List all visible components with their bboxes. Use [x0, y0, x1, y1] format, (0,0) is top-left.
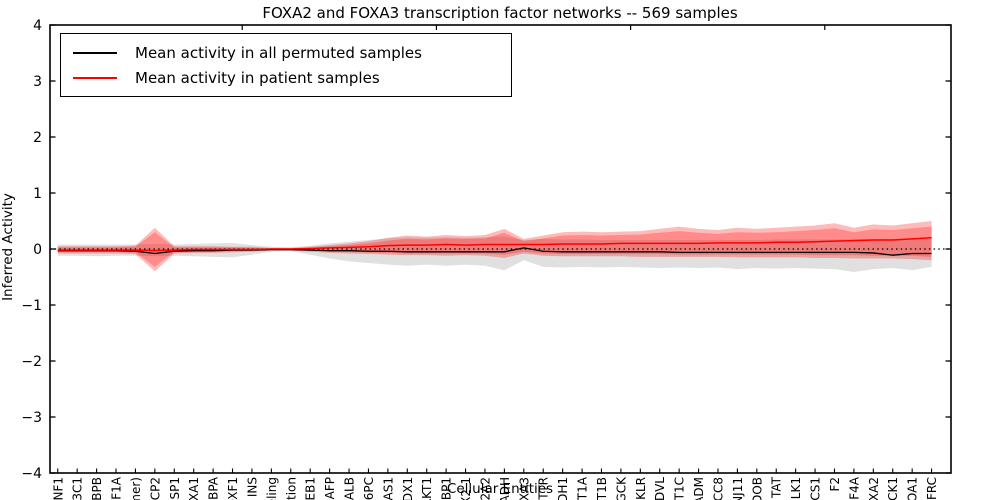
- x-tick-label: FOXA2: [867, 477, 881, 500]
- x-tick-label: HNF1A: [110, 476, 124, 500]
- y-tick-label: 1: [33, 186, 42, 202]
- band-patient-samples-inner-range: [57, 226, 932, 267]
- x-tick-label: PDX1: [401, 477, 415, 500]
- x-tick-label: PCK1: [886, 477, 900, 500]
- x-tick-label: CPT1B: [595, 477, 609, 500]
- x-tick-label: HADH: [498, 477, 512, 500]
- x-tick-label: NKX2-1: [459, 477, 473, 500]
- patient-mean-line: [57, 237, 932, 252]
- x-tick-label: CEBPB: [90, 477, 104, 500]
- y-tick-label: −3: [21, 410, 42, 426]
- x-tick-label: GCK: [614, 476, 628, 500]
- x-tick-label: ABCC8: [711, 477, 725, 500]
- x-tick-label: INS: [245, 477, 259, 497]
- x-tick-label: SP1: [168, 477, 182, 500]
- x-tick-label: ALAS1: [381, 477, 395, 500]
- legend-item-permuted: Mean activity in all permuted samples: [73, 44, 499, 62]
- x-tick-label: PKLR: [634, 477, 648, 500]
- x-axis-label: Cellular Entities: [446, 481, 554, 497]
- x-tick-label: response to starvation: [284, 477, 298, 500]
- x-tick-label: ACADM: [692, 477, 706, 500]
- x-tick-label: HMGCS1: [809, 477, 823, 500]
- x-tick-label: F2: [828, 477, 842, 492]
- y-tick-label: 2: [33, 130, 42, 146]
- y-tick-label: 3: [33, 74, 42, 90]
- legend: Mean activity in all permuted samples Me…: [60, 33, 512, 97]
- x-tick-label: FOXA1: [187, 477, 201, 500]
- legend-label-patient: Mean activity in patient samples: [135, 68, 380, 87]
- x-tick-label: AFP: [323, 477, 337, 499]
- legend-label-permuted: Mean activity in all permuted samples: [135, 43, 422, 62]
- x-tick-label: BDH1: [556, 477, 570, 500]
- band-permuted-samples-range: [57, 236, 932, 272]
- patient-line-swatch: [73, 76, 117, 79]
- legend-item-patient: Mean activity in patient samples: [73, 69, 499, 87]
- x-tick-label: NR3C1: [71, 477, 85, 500]
- x-tick-label: ACADVL: [653, 477, 667, 500]
- chart-title: FOXA2 and FOXA3 transcription factor net…: [262, 4, 738, 22]
- x-tick-label: AKT1: [420, 477, 434, 500]
- x-tick-label: FOXF1: [226, 477, 240, 500]
- x-tick-label: CEBPA: [207, 476, 221, 500]
- x-tick-label: FOXA3: [517, 477, 531, 500]
- x-tick-label: G6PC: [362, 477, 376, 500]
- x-tick-label: UCP2: [148, 477, 162, 500]
- x-tick-label: TTR: [537, 477, 551, 500]
- x-tick-label: TFRC: [925, 477, 939, 500]
- y-tick-label: 0: [33, 242, 42, 258]
- x-tick-label: chromatin remodeling: [265, 477, 279, 500]
- x-tick-label: HNF4A: [847, 476, 861, 500]
- x-tick-label: ALB: [343, 477, 357, 500]
- x-tick-label: HNF1A (dimer): [129, 477, 143, 500]
- x-tick-label: APOA1: [906, 477, 920, 500]
- y-tick-label: −2: [21, 354, 42, 370]
- x-tick-label: KCNJ11: [731, 477, 745, 500]
- x-tick-label: CREB1: [304, 477, 318, 500]
- permuted-line-swatch: [73, 51, 117, 54]
- x-tick-label: ALDOB: [750, 477, 764, 500]
- x-tick-label: IGFBP1: [440, 477, 454, 500]
- x-tick-label: CPT1A: [576, 476, 590, 500]
- x-tick-label: CPT1C: [673, 477, 687, 500]
- band-patient-samples-outer-range: [57, 221, 932, 272]
- x-tick-label: NF1: [51, 477, 65, 500]
- x-tick-label: SLC2A2: [478, 477, 492, 500]
- x-tick-label: DLK1: [789, 477, 803, 500]
- y-tick-label: −1: [21, 298, 42, 314]
- permuted-mean-line: [57, 247, 932, 256]
- y-tick-label: −4: [21, 466, 42, 482]
- y-tick-label: 4: [33, 18, 42, 34]
- x-tick-label: TAT: [770, 476, 784, 499]
